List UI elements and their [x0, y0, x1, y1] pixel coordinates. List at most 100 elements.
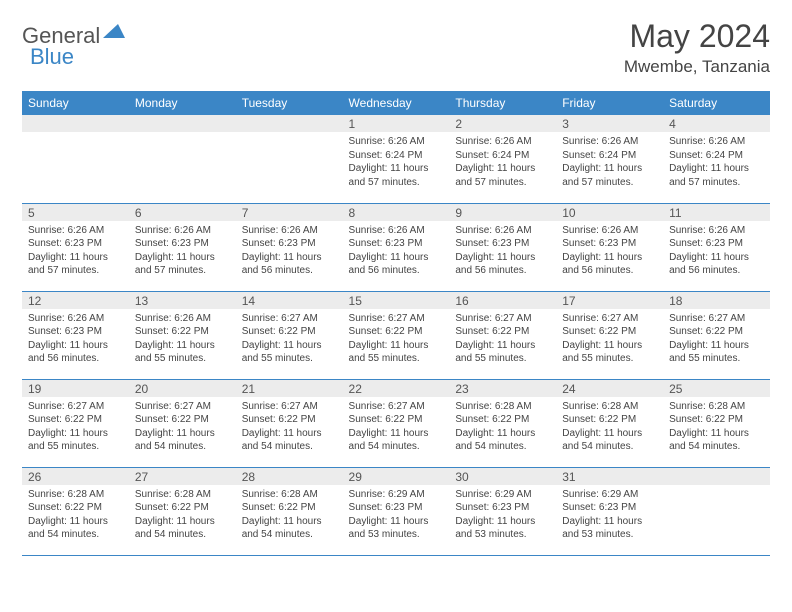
day-number: 1 [343, 115, 450, 132]
calendar-cell: 8Sunrise: 6:26 AMSunset: 6:23 PMDaylight… [343, 203, 450, 291]
calendar-cell: 10Sunrise: 6:26 AMSunset: 6:23 PMDayligh… [556, 203, 663, 291]
day-number: 11 [663, 204, 770, 221]
day-number: 13 [129, 292, 236, 309]
calendar-cell: 4Sunrise: 6:26 AMSunset: 6:24 PMDaylight… [663, 115, 770, 203]
day-detail: Sunrise: 6:27 AMSunset: 6:22 PMDaylight:… [449, 309, 556, 370]
day-detail: Sunrise: 6:28 AMSunset: 6:22 PMDaylight:… [129, 485, 236, 546]
day-detail: Sunrise: 6:27 AMSunset: 6:22 PMDaylight:… [236, 309, 343, 370]
day-number: 22 [343, 380, 450, 397]
calendar-week-row: 5Sunrise: 6:26 AMSunset: 6:23 PMDaylight… [22, 203, 770, 291]
day-detail: Sunrise: 6:29 AMSunset: 6:23 PMDaylight:… [449, 485, 556, 546]
day-detail: Sunrise: 6:27 AMSunset: 6:22 PMDaylight:… [236, 397, 343, 458]
day-number: 31 [556, 468, 663, 485]
calendar-cell: 16Sunrise: 6:27 AMSunset: 6:22 PMDayligh… [449, 291, 556, 379]
calendar-cell: 3Sunrise: 6:26 AMSunset: 6:24 PMDaylight… [556, 115, 663, 203]
day-detail: Sunrise: 6:27 AMSunset: 6:22 PMDaylight:… [343, 309, 450, 370]
day-detail [129, 132, 236, 139]
day-detail: Sunrise: 6:26 AMSunset: 6:23 PMDaylight:… [22, 221, 129, 282]
calendar-cell: 1Sunrise: 6:26 AMSunset: 6:24 PMDaylight… [343, 115, 450, 203]
day-detail: Sunrise: 6:26 AMSunset: 6:23 PMDaylight:… [556, 221, 663, 282]
day-detail: Sunrise: 6:27 AMSunset: 6:22 PMDaylight:… [343, 397, 450, 458]
day-detail [22, 132, 129, 139]
calendar-cell: 7Sunrise: 6:26 AMSunset: 6:23 PMDaylight… [236, 203, 343, 291]
day-detail: Sunrise: 6:28 AMSunset: 6:22 PMDaylight:… [22, 485, 129, 546]
day-number: 25 [663, 380, 770, 397]
day-detail: Sunrise: 6:26 AMSunset: 6:24 PMDaylight:… [663, 132, 770, 193]
day-number: 8 [343, 204, 450, 221]
day-header: Friday [556, 91, 663, 115]
day-detail: Sunrise: 6:29 AMSunset: 6:23 PMDaylight:… [343, 485, 450, 546]
day-number [22, 115, 129, 132]
day-detail: Sunrise: 6:26 AMSunset: 6:23 PMDaylight:… [22, 309, 129, 370]
day-number: 20 [129, 380, 236, 397]
day-header: Tuesday [236, 91, 343, 115]
calendar-cell: 6Sunrise: 6:26 AMSunset: 6:23 PMDaylight… [129, 203, 236, 291]
calendar-cell: 20Sunrise: 6:27 AMSunset: 6:22 PMDayligh… [129, 379, 236, 467]
calendar-cell: 14Sunrise: 6:27 AMSunset: 6:22 PMDayligh… [236, 291, 343, 379]
calendar-cell: 11Sunrise: 6:26 AMSunset: 6:23 PMDayligh… [663, 203, 770, 291]
calendar-week-row: 26Sunrise: 6:28 AMSunset: 6:22 PMDayligh… [22, 467, 770, 555]
calendar-cell: 22Sunrise: 6:27 AMSunset: 6:22 PMDayligh… [343, 379, 450, 467]
day-detail: Sunrise: 6:26 AMSunset: 6:22 PMDaylight:… [129, 309, 236, 370]
day-detail [236, 132, 343, 139]
day-detail [663, 485, 770, 492]
calendar-cell: 24Sunrise: 6:28 AMSunset: 6:22 PMDayligh… [556, 379, 663, 467]
day-number: 6 [129, 204, 236, 221]
day-number: 18 [663, 292, 770, 309]
day-detail: Sunrise: 6:26 AMSunset: 6:24 PMDaylight:… [449, 132, 556, 193]
day-number: 9 [449, 204, 556, 221]
day-detail: Sunrise: 6:28 AMSunset: 6:22 PMDaylight:… [449, 397, 556, 458]
calendar-week-row: 1Sunrise: 6:26 AMSunset: 6:24 PMDaylight… [22, 115, 770, 203]
calendar-cell: 31Sunrise: 6:29 AMSunset: 6:23 PMDayligh… [556, 467, 663, 555]
day-detail: Sunrise: 6:26 AMSunset: 6:23 PMDaylight:… [236, 221, 343, 282]
day-number: 27 [129, 468, 236, 485]
calendar-cell: 13Sunrise: 6:26 AMSunset: 6:22 PMDayligh… [129, 291, 236, 379]
calendar-cell [236, 115, 343, 203]
day-number: 5 [22, 204, 129, 221]
calendar-cell: 17Sunrise: 6:27 AMSunset: 6:22 PMDayligh… [556, 291, 663, 379]
day-number: 2 [449, 115, 556, 132]
calendar-cell: 2Sunrise: 6:26 AMSunset: 6:24 PMDaylight… [449, 115, 556, 203]
calendar-cell: 30Sunrise: 6:29 AMSunset: 6:23 PMDayligh… [449, 467, 556, 555]
calendar-cell [663, 467, 770, 555]
calendar-cell: 19Sunrise: 6:27 AMSunset: 6:22 PMDayligh… [22, 379, 129, 467]
day-number: 4 [663, 115, 770, 132]
title-block: May 2024 Mwembe, Tanzania [624, 18, 770, 77]
day-number [663, 468, 770, 485]
calendar-body: 1Sunrise: 6:26 AMSunset: 6:24 PMDaylight… [22, 115, 770, 555]
day-number [129, 115, 236, 132]
day-number: 10 [556, 204, 663, 221]
day-number: 29 [343, 468, 450, 485]
day-number: 16 [449, 292, 556, 309]
day-detail: Sunrise: 6:27 AMSunset: 6:22 PMDaylight:… [129, 397, 236, 458]
calendar-cell: 29Sunrise: 6:29 AMSunset: 6:23 PMDayligh… [343, 467, 450, 555]
day-detail: Sunrise: 6:26 AMSunset: 6:24 PMDaylight:… [556, 132, 663, 193]
day-number: 15 [343, 292, 450, 309]
calendar-cell: 23Sunrise: 6:28 AMSunset: 6:22 PMDayligh… [449, 379, 556, 467]
header: General May 2024 Mwembe, Tanzania [22, 18, 770, 77]
calendar-cell [22, 115, 129, 203]
calendar-week-row: 12Sunrise: 6:26 AMSunset: 6:23 PMDayligh… [22, 291, 770, 379]
calendar-table: SundayMondayTuesdayWednesdayThursdayFrid… [22, 91, 770, 556]
day-detail: Sunrise: 6:27 AMSunset: 6:22 PMDaylight:… [22, 397, 129, 458]
day-number: 17 [556, 292, 663, 309]
day-detail: Sunrise: 6:28 AMSunset: 6:22 PMDaylight:… [236, 485, 343, 546]
calendar-cell: 28Sunrise: 6:28 AMSunset: 6:22 PMDayligh… [236, 467, 343, 555]
logo-text-blue: Blue [30, 44, 74, 70]
day-detail: Sunrise: 6:26 AMSunset: 6:23 PMDaylight:… [343, 221, 450, 282]
day-number: 7 [236, 204, 343, 221]
day-detail: Sunrise: 6:26 AMSunset: 6:24 PMDaylight:… [343, 132, 450, 193]
day-number: 3 [556, 115, 663, 132]
calendar-cell: 18Sunrise: 6:27 AMSunset: 6:22 PMDayligh… [663, 291, 770, 379]
day-number: 14 [236, 292, 343, 309]
day-number: 24 [556, 380, 663, 397]
day-detail: Sunrise: 6:28 AMSunset: 6:22 PMDaylight:… [663, 397, 770, 458]
calendar-cell: 5Sunrise: 6:26 AMSunset: 6:23 PMDaylight… [22, 203, 129, 291]
day-detail: Sunrise: 6:27 AMSunset: 6:22 PMDaylight:… [663, 309, 770, 370]
day-detail: Sunrise: 6:26 AMSunset: 6:23 PMDaylight:… [129, 221, 236, 282]
day-number: 21 [236, 380, 343, 397]
calendar-cell: 9Sunrise: 6:26 AMSunset: 6:23 PMDaylight… [449, 203, 556, 291]
location: Mwembe, Tanzania [624, 57, 770, 77]
day-number: 26 [22, 468, 129, 485]
calendar-cell: 27Sunrise: 6:28 AMSunset: 6:22 PMDayligh… [129, 467, 236, 555]
